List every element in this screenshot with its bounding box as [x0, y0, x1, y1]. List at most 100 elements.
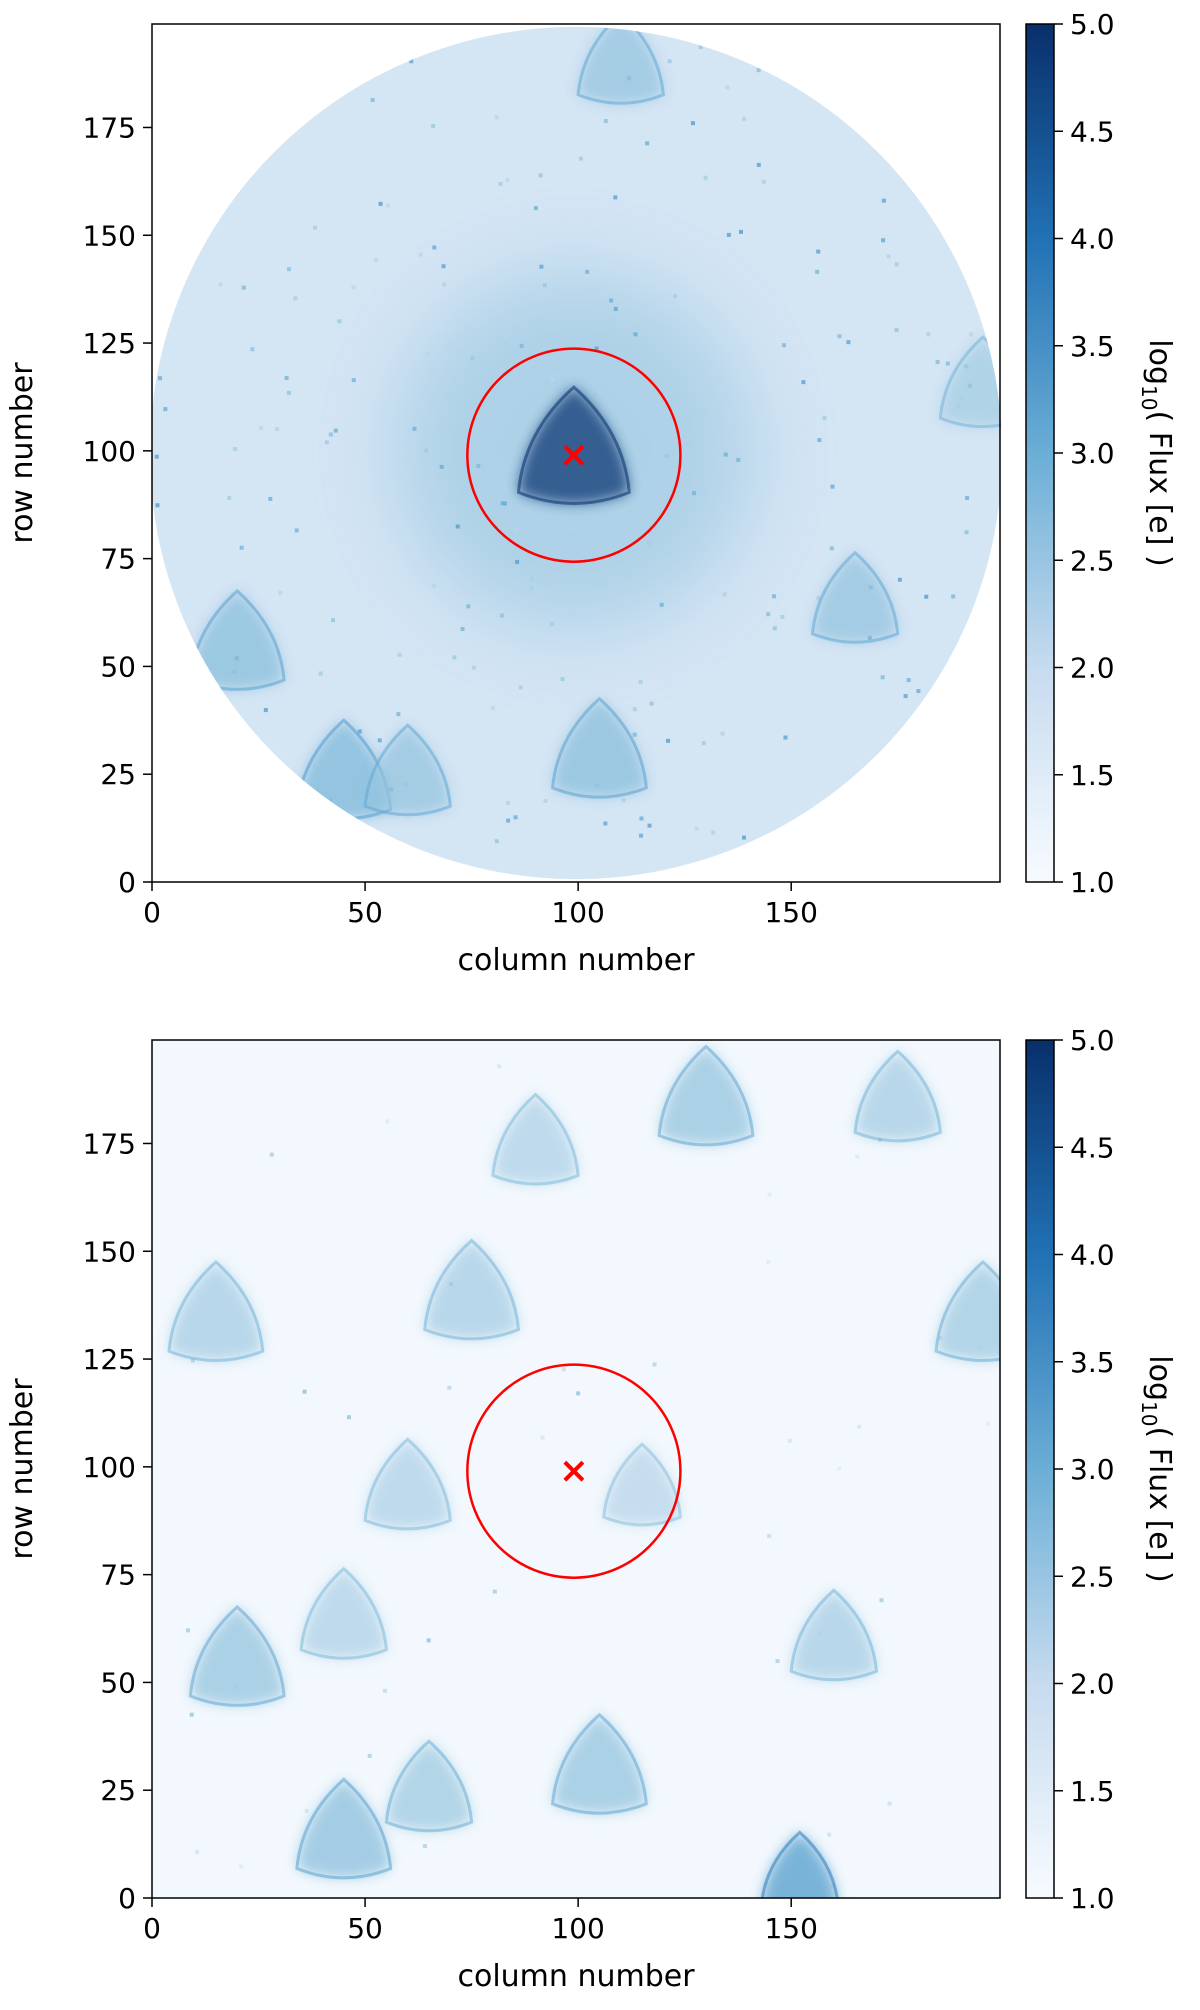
- noise-pixel: [452, 655, 457, 660]
- noise-pixel: [328, 432, 333, 437]
- psf-source-edge: [363, 723, 452, 817]
- noise-pixel: [701, 741, 706, 746]
- psf-source-edge: [938, 335, 1003, 429]
- noise-pixel: [367, 1753, 372, 1758]
- colorbar-tick-label: 3.5: [1070, 1346, 1115, 1379]
- noise-pixel: [186, 1628, 191, 1633]
- noise-pixel: [278, 591, 283, 596]
- noise-pixel: [397, 652, 402, 657]
- noise-pixel: [460, 627, 465, 632]
- psf-source: [365, 1439, 451, 1529]
- psf-source: [518, 387, 630, 504]
- psf-source-edge: [760, 1830, 839, 1898]
- noise-pixel: [603, 821, 608, 826]
- noise-pixel: [892, 745, 897, 750]
- heatmap-image: [152, 26, 1003, 880]
- colorbar-tick-label: 4.5: [1070, 115, 1115, 148]
- noise-pixel: [767, 1192, 772, 1197]
- noise-pixel: [667, 59, 672, 64]
- noise-pixel: [772, 626, 777, 631]
- psf-source: [552, 698, 647, 798]
- colorbar-tick-label: 3.5: [1070, 330, 1115, 363]
- noise-pixel: [314, 811, 319, 816]
- noise-pixel: [182, 261, 187, 266]
- noise-pixel: [964, 530, 969, 535]
- noise-pixel: [756, 68, 761, 73]
- noise-pixel: [742, 116, 747, 121]
- y-tick-label: 0: [118, 1882, 136, 1915]
- noise-pixel: [908, 727, 913, 732]
- noise-pixel: [385, 203, 390, 208]
- noise-pixel: [951, 594, 956, 599]
- psf-source: [424, 1240, 519, 1339]
- plot-frame: [151, 23, 1001, 883]
- psf-source: [603, 1444, 681, 1525]
- noise-pixel: [936, 859, 941, 864]
- psf-source: [855, 1051, 941, 1141]
- noise-pixel: [195, 1849, 200, 1854]
- y-tick-label: 100: [83, 1451, 136, 1484]
- noise-pixel: [903, 694, 908, 699]
- noise-pixel: [312, 225, 317, 230]
- noise-pixel: [934, 120, 939, 125]
- noise-pixel: [357, 729, 362, 734]
- psf-source-edge: [550, 1712, 648, 1815]
- noise-pixel: [945, 361, 950, 366]
- psf-source: [791, 1590, 877, 1680]
- x-tick-label: 150: [764, 1912, 817, 1945]
- y-tick-label: 150: [83, 219, 136, 252]
- noise-pixel: [189, 1712, 194, 1717]
- noise-pixel: [827, 1832, 832, 1837]
- noise-pixel: [935, 359, 940, 364]
- noise-pixel: [800, 42, 805, 47]
- noise-pixel: [664, 454, 669, 459]
- noise-pixel: [329, 95, 334, 100]
- noise-pixel: [377, 738, 382, 743]
- aperture-circle: [466, 1363, 682, 1579]
- noise-pixel: [499, 613, 504, 618]
- noise-pixel: [543, 798, 548, 803]
- psf-source: [190, 1606, 285, 1706]
- noise-pixel: [542, 283, 547, 288]
- noise-pixel: [324, 440, 329, 445]
- noise-pixel: [455, 524, 460, 529]
- psf-source-edge: [167, 1260, 265, 1362]
- noise-pixel: [957, 83, 962, 88]
- y-tick-label: 150: [83, 1235, 136, 1268]
- y-tick-label: 50: [100, 1666, 136, 1699]
- colorbar-tick-label: 4.0: [1070, 1239, 1115, 1272]
- psf-source-edge: [363, 1437, 452, 1531]
- noise-pixel: [795, 79, 800, 84]
- colorbar-tick-label: 5.0: [1070, 8, 1115, 41]
- target-marker-icon: [563, 444, 585, 466]
- noise-pixel: [894, 328, 899, 333]
- noise-pixel: [906, 678, 911, 683]
- noise-pixel: [538, 173, 543, 178]
- noise-pixel: [424, 448, 429, 453]
- noise-pixel: [855, 1154, 860, 1159]
- y-tick-label: 75: [100, 1559, 136, 1592]
- noise-pixel: [425, 352, 430, 357]
- noise-pixel: [231, 130, 236, 135]
- noise-pixel: [720, 731, 725, 736]
- noise-pixel: [533, 206, 538, 211]
- noise-pixel: [351, 378, 356, 383]
- noise-pixel: [594, 346, 599, 351]
- psf-source-edge: [423, 1238, 521, 1341]
- noise-pixel: [241, 285, 246, 290]
- noise-pixel: [613, 306, 618, 311]
- y-axis-label: row number: [5, 1378, 40, 1560]
- psf-source-edge: [516, 385, 631, 505]
- noise-pixel: [158, 376, 163, 381]
- noise-pixel: [725, 85, 730, 90]
- noise-pixel: [513, 815, 518, 820]
- noise-pixel: [738, 229, 743, 234]
- noise-pixel: [396, 712, 401, 717]
- x-tick-label: 150: [764, 896, 817, 929]
- psf-source: [936, 1262, 1000, 1361]
- noise-pixel: [837, 334, 842, 339]
- psf-source-edge: [934, 1260, 1000, 1362]
- noise-pixel: [275, 427, 280, 432]
- noise-pixel: [190, 1358, 195, 1363]
- psf-source: [578, 26, 664, 104]
